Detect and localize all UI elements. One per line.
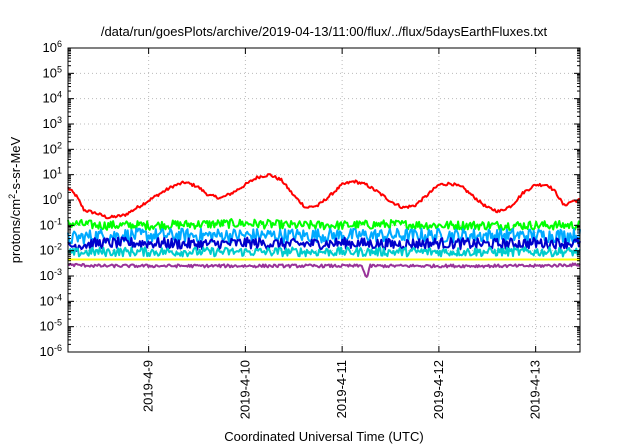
series-line-2	[67, 227, 581, 245]
x-tick-label: 2019-4-12	[431, 360, 446, 419]
series-line-0	[67, 173, 581, 220]
y-axis-label: protons/cm2-s-sr-MeV	[7, 136, 23, 263]
series-line-3	[67, 236, 581, 252]
y-axis-ticks: 10-6 10-5 10-4 10-3 10-2 10-1 100 101 102 103 104 1…	[40, 39, 580, 359]
x-tick-label: 2019-4-10	[237, 360, 252, 419]
y-tick-label: 101	[43, 166, 62, 182]
y-tick-label: 104	[43, 90, 62, 106]
x-tick-label: 2019-4-13	[528, 360, 543, 419]
y-axis-label-sup: 2	[7, 194, 17, 199]
y-tick-label: 100	[43, 191, 62, 207]
y-tick-label: 106	[43, 39, 62, 55]
y-tick-label: 102	[43, 140, 62, 156]
y-tick-label: 10-1	[40, 216, 62, 232]
x-axis-label: Coordinated Universal Time (UTC)	[224, 429, 423, 444]
y-axis-label-suffix: -s-sr-MeV	[8, 136, 23, 193]
x-tick-label: 2019-4-11	[334, 360, 349, 418]
y-tick-label: 10-2	[40, 242, 62, 258]
y-tick-label: 103	[43, 115, 62, 131]
series-line-4	[67, 246, 581, 258]
chart-title: /data/run/goesPlots/archive/2019-04-13/1…	[101, 24, 548, 39]
y-tick-label: 10-5	[40, 318, 62, 334]
x-tick-label: 2019-4-9	[141, 360, 156, 412]
y-tick-label: 105	[43, 64, 62, 80]
y-tick-label: 10-3	[40, 267, 62, 283]
series-group	[67, 173, 581, 278]
x-axis-ticks: 2019-4-9 2019-4-10 2019-4-11 2019-4-12 2019-…	[141, 48, 543, 419]
y-tick-label: 10-6	[40, 343, 62, 359]
series-line-1	[67, 218, 581, 231]
series-line-6	[67, 262, 581, 278]
y-axis-label-prefix: protons/cm	[8, 199, 23, 263]
y-tick-label: 10-4	[40, 292, 62, 308]
